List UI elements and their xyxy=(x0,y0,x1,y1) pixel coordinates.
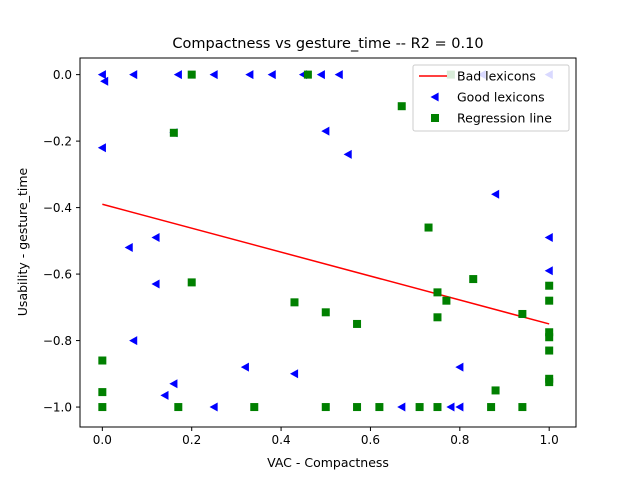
good-lexicon-point xyxy=(97,143,106,153)
regression-point xyxy=(353,319,362,328)
y-tick-label: −0.8 xyxy=(43,334,72,348)
regression-point xyxy=(433,403,442,412)
regression-point xyxy=(174,403,183,412)
good-lexicon-point xyxy=(97,70,106,80)
legend: Bad lexicons Good lexicons Regression line xyxy=(412,64,570,132)
good-lexicon-point xyxy=(169,379,178,389)
good-lexicon-point xyxy=(446,402,455,412)
good-lexicon-point xyxy=(491,189,500,199)
good-lexicon-point xyxy=(544,266,553,276)
good-lexicon-point xyxy=(455,362,464,372)
regression-point xyxy=(290,298,299,307)
plot-frame xyxy=(79,57,577,428)
x-axis-label: VAC - Compactness xyxy=(267,455,389,470)
legend-label: Regression line xyxy=(457,111,552,126)
x-tick-label: 0.8 xyxy=(450,433,469,447)
legend-triangle-marker xyxy=(430,92,439,102)
good-lexicon-point xyxy=(267,70,276,80)
y-tick-label: −0.4 xyxy=(43,201,72,215)
regression-point xyxy=(545,296,554,305)
regression-point xyxy=(353,403,362,412)
regression-point xyxy=(424,223,433,232)
regression-point xyxy=(397,102,406,111)
legend-label: Good lexicons xyxy=(457,90,545,105)
good-lexicon-point xyxy=(343,149,352,159)
regression-point xyxy=(321,403,330,412)
regression-point xyxy=(250,403,259,412)
regression-point xyxy=(545,333,554,342)
regression-point xyxy=(545,378,554,387)
x-tick-label: 0.2 xyxy=(182,433,201,447)
regression-point xyxy=(169,128,178,137)
regression-point xyxy=(187,70,196,79)
y-tick-label: −1.0 xyxy=(43,401,72,415)
good-lexicon-point xyxy=(100,76,109,86)
good-lexicon-point xyxy=(160,390,169,400)
y-tick-label: −0.6 xyxy=(43,268,72,282)
x-tick-label: 0.0 xyxy=(93,433,112,447)
good-lexicon-point xyxy=(151,279,160,289)
good-lexicon-point xyxy=(455,402,464,412)
good-lexicon-point xyxy=(334,70,343,80)
regression-point xyxy=(98,403,107,412)
x-tick-label: 0.6 xyxy=(361,433,380,447)
y-tick-label: −0.2 xyxy=(43,135,72,149)
series-line-0 xyxy=(102,203,550,325)
plot-area xyxy=(97,70,554,412)
good-lexicon-point xyxy=(151,233,160,243)
regression-point xyxy=(375,403,384,412)
regression-point xyxy=(545,346,554,355)
regression-point xyxy=(442,296,451,305)
regression-point xyxy=(98,388,107,397)
legend-square-marker xyxy=(431,114,439,122)
good-lexicon-point xyxy=(240,362,249,372)
good-lexicon-point xyxy=(129,336,138,346)
regression-point xyxy=(491,386,500,395)
regression-point xyxy=(303,70,312,79)
regression-point xyxy=(518,403,527,412)
good-lexicon-point xyxy=(124,242,133,252)
good-lexicon-point xyxy=(321,126,330,136)
good-lexicon-point xyxy=(129,70,138,80)
good-lexicon-point xyxy=(289,369,299,379)
y-tick-label: 0.0 xyxy=(53,68,72,82)
regression-point xyxy=(469,275,478,284)
good-lexicon-point xyxy=(245,70,254,80)
regression-point xyxy=(98,356,107,365)
regression-point xyxy=(518,309,527,318)
x-tick-label: 0.4 xyxy=(272,433,291,447)
x-tick-label: 1.0 xyxy=(540,433,559,447)
legend-box xyxy=(412,64,570,132)
regression-point xyxy=(433,313,442,322)
good-lexicon-point xyxy=(173,70,182,80)
good-lexicon-point xyxy=(316,70,325,80)
regression-point xyxy=(415,403,424,412)
regression-point xyxy=(545,281,554,290)
y-axis-label: Usability - gesture_time xyxy=(15,167,30,316)
axes: 0.0 0.2 0.4 0.6 0.8 1.0 0.0 −0.2 −0.4 −0.6 −0.8 −1.… xyxy=(43,57,577,447)
regression-point xyxy=(545,328,554,337)
good-lexicon-point xyxy=(209,402,218,412)
good-lexicon-point xyxy=(209,70,218,80)
regression-point xyxy=(487,403,496,412)
legend-label: Bad lexicons xyxy=(457,69,536,84)
good-lexicon-point xyxy=(397,402,406,412)
chart-title: Compactness vs gesture_time -- R2 = 0.10 xyxy=(172,36,483,52)
regression-point xyxy=(187,278,196,287)
good-lexicon-point xyxy=(544,233,553,243)
regression-point xyxy=(321,308,330,317)
regression-point xyxy=(433,288,442,297)
